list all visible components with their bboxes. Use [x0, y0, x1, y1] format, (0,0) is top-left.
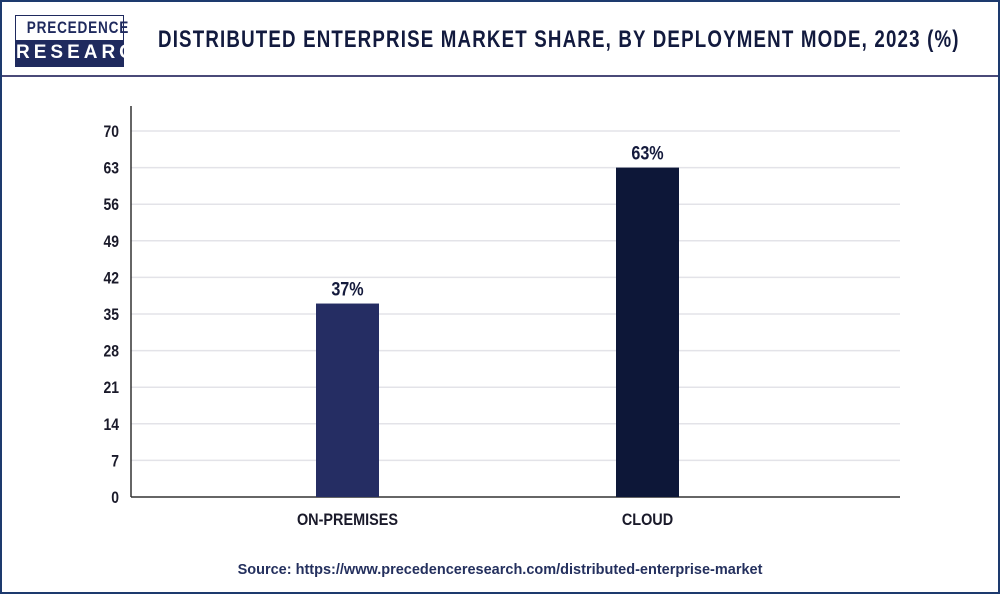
y-tick-label: 49 — [104, 233, 120, 252]
y-tick-label: 35 — [104, 306, 120, 325]
y-tick-label: 14 — [104, 416, 120, 435]
header-divider — [2, 75, 998, 77]
bar-on-premises — [316, 303, 379, 497]
y-tick-label: 70 — [104, 123, 119, 142]
logo-line2: RESEARCH — [16, 40, 151, 66]
source-text: Source: https://www.precedenceresearch.c… — [237, 562, 763, 578]
x-tick-label: ON-PREMISES — [297, 511, 398, 529]
x-tick-label: CLOUD — [622, 511, 673, 529]
logo: PRECEDENCE RESEARCH — [15, 15, 151, 67]
data-label: 37% — [331, 278, 364, 300]
logo-line1: PRECEDENCE — [26, 18, 130, 37]
bar-cloud — [616, 167, 679, 497]
y-tick-label: 28 — [104, 342, 120, 361]
y-tick-label: 0 — [111, 489, 119, 508]
y-tick-label: 7 — [111, 452, 119, 471]
y-tick-label: 56 — [104, 196, 120, 215]
y-tick-label: 63 — [104, 159, 120, 178]
data-label: 63% — [631, 142, 664, 164]
y-tick-label: 21 — [104, 379, 120, 398]
y-tick-label: 42 — [104, 269, 120, 288]
chart-title: DISTRIBUTED ENTERPRISE MARKET SHARE, BY … — [158, 26, 960, 53]
